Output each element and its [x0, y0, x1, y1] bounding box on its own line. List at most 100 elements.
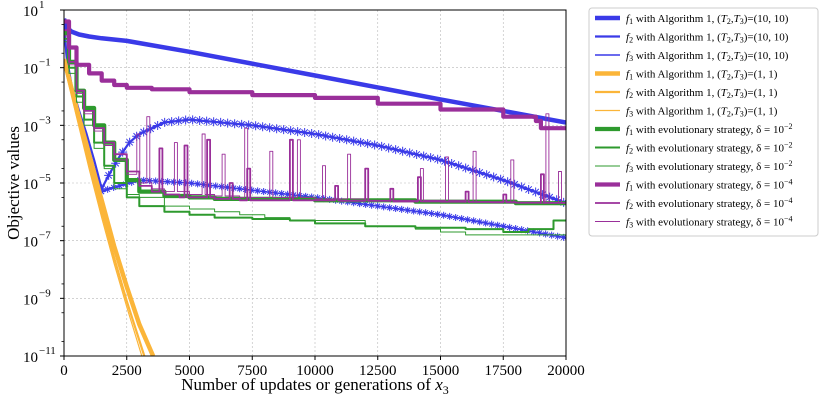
x-tick-label: 0 — [60, 363, 68, 379]
x-tick-label: 17500 — [485, 363, 523, 379]
star-marker — [293, 127, 303, 137]
star-marker — [496, 174, 506, 184]
star-marker — [104, 170, 114, 180]
star-marker — [392, 205, 400, 213]
star-marker — [244, 120, 254, 130]
star-marker — [482, 170, 492, 180]
star-marker — [488, 220, 496, 228]
star-marker — [362, 200, 370, 208]
star-marker — [410, 207, 418, 215]
series-line-4 — [64, 58, 156, 356]
x-axis-label: Number of updates or generations of x3 — [181, 375, 449, 397]
star-marker — [426, 153, 436, 163]
legend-label-2: f2 with Algorithm 1, (T2,T3)=(10, 10) — [626, 32, 789, 45]
series-line-8 — [64, 37, 566, 233]
legend-label-5: f2 with Algorithm 1, (T2,T3)=(1, 1) — [626, 87, 778, 100]
legend-label-6: f3 with Algorithm 1, (T2,T3)=(1, 1) — [626, 106, 778, 119]
y-tick-label: 101 — [23, 0, 45, 20]
star-marker — [454, 161, 464, 171]
star-marker — [218, 183, 226, 191]
star-marker — [160, 117, 170, 127]
legend-label-10: f1 with evolutionary strategy, δ = 10−4 — [626, 178, 792, 193]
star-marker — [440, 211, 448, 219]
star-marker — [167, 117, 177, 127]
star-marker — [272, 189, 280, 197]
star-marker — [104, 185, 112, 193]
star-marker — [139, 127, 149, 137]
legend-label-3: f3 with Algorithm 1, (T2,T3)=(10, 10) — [626, 50, 789, 63]
x-tick-label: 12500 — [359, 363, 397, 379]
star-marker — [447, 159, 457, 169]
star-marker — [118, 147, 128, 157]
star-marker — [482, 219, 490, 227]
star-marker — [475, 168, 485, 178]
star-marker — [458, 215, 466, 223]
star-marker — [524, 184, 534, 194]
star-marker — [368, 201, 376, 209]
star-marker — [428, 209, 436, 217]
star-marker — [554, 232, 562, 240]
y-tick-label: 10−7 — [23, 230, 51, 251]
star-marker — [188, 179, 196, 187]
star-marker — [328, 132, 338, 142]
star-marker — [350, 199, 358, 207]
star-marker — [140, 176, 148, 184]
star-marker — [552, 195, 562, 205]
star-marker — [500, 222, 508, 230]
star-marker — [248, 186, 256, 194]
star-marker — [223, 118, 233, 128]
star-marker — [116, 182, 124, 190]
star-marker — [398, 146, 408, 156]
star-marker — [536, 229, 544, 237]
star-marker — [461, 163, 471, 173]
star-marker — [384, 143, 394, 153]
star-marker — [265, 123, 275, 133]
x-axis-ticks: 0 2500 5000 7500 10000 12500 15000 17500 20000 — [60, 356, 585, 379]
legend-label-8: f2 with evolutionary strategy, δ = 10−2 — [626, 141, 792, 156]
x-tick-label: 15000 — [422, 363, 460, 379]
star-marker — [538, 190, 548, 200]
star-marker — [412, 149, 422, 159]
star-marker — [370, 140, 380, 150]
star-marker — [433, 154, 443, 164]
star-marker — [349, 136, 359, 146]
star-marker — [452, 214, 460, 222]
star-marker — [434, 210, 442, 218]
series-markers-2 — [97, 115, 566, 207]
star-marker — [307, 129, 317, 139]
star-marker — [356, 137, 366, 147]
x-tick-label: 2500 — [112, 363, 142, 379]
star-marker — [363, 139, 373, 149]
star-marker — [212, 182, 220, 190]
star-marker — [405, 148, 415, 158]
star-marker — [230, 184, 238, 192]
star-marker — [398, 205, 406, 213]
star-marker — [216, 117, 226, 127]
star-marker — [404, 206, 412, 214]
star-marker — [321, 131, 331, 141]
star-marker — [530, 228, 538, 236]
star-marker — [464, 216, 472, 224]
star-marker — [314, 194, 322, 202]
star-marker — [279, 125, 289, 135]
star-marker — [224, 183, 232, 191]
star-marker — [284, 190, 292, 198]
series-lines — [64, 18, 566, 356]
legend-label-12: f3 with evolutionary strategy, δ = 10−4 — [626, 215, 792, 230]
star-marker — [510, 179, 520, 189]
x-tick-label: 7500 — [237, 363, 267, 379]
star-marker — [506, 223, 514, 231]
x-tick-label: 5000 — [175, 363, 205, 379]
star-marker — [202, 116, 212, 126]
star-marker — [237, 119, 247, 129]
star-marker — [286, 126, 296, 136]
series-line-12 — [64, 35, 566, 204]
series-line-5 — [64, 61, 146, 356]
legend-label-7: f1 with evolutionary strategy, δ = 10−2 — [626, 122, 792, 137]
star-marker — [545, 192, 555, 202]
star-marker — [110, 183, 118, 191]
star-marker — [254, 187, 262, 195]
star-marker — [182, 179, 190, 187]
star-marker — [503, 177, 513, 187]
star-marker — [380, 203, 388, 211]
